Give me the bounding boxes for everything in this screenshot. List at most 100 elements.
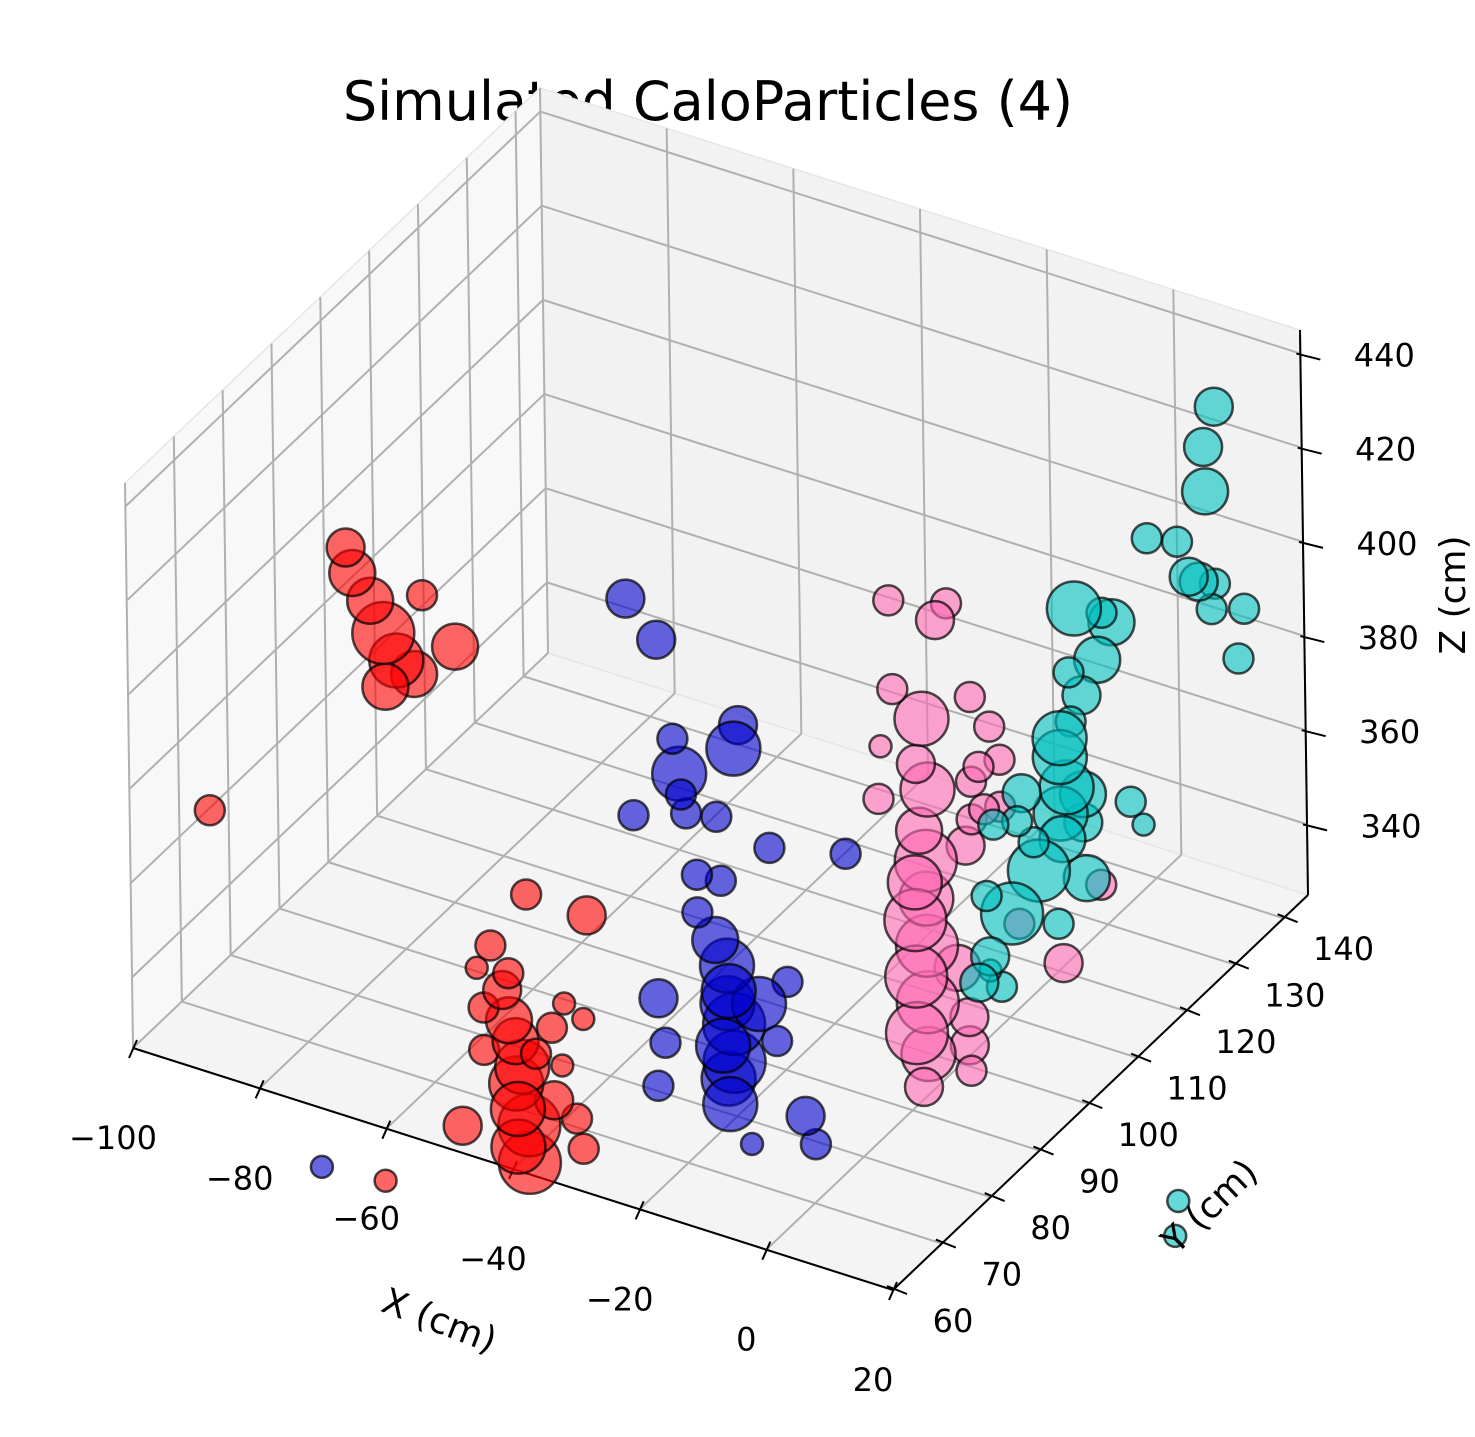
y-tick-label: 90 (1079, 1163, 1120, 1201)
x-tick-label: −40 (459, 1240, 527, 1278)
x-tick (381, 1120, 392, 1140)
y-tick (886, 1285, 908, 1295)
z-tick-label: 420 (1355, 431, 1416, 469)
x-tick (128, 1039, 138, 1059)
grid-line-x-floor (132, 652, 549, 1049)
grid-line-x-back (792, 168, 803, 734)
scatter-point (1162, 1223, 1188, 1249)
scatter-point (656, 722, 689, 755)
scatter-point (1043, 942, 1084, 984)
grid-line-y-side (124, 482, 134, 1049)
y-tick (1130, 1052, 1152, 1063)
y-axis-line (892, 894, 1309, 1291)
scatter-point (959, 962, 1000, 1003)
scatter-point (1180, 467, 1230, 516)
grid-line-y-side (270, 343, 281, 909)
scatter-point (566, 895, 607, 936)
chart-title: Simulated CaloParticles (4) (343, 70, 1073, 133)
grid-line-x-back (665, 128, 676, 694)
z-tick (1297, 446, 1322, 455)
scatter-point (605, 578, 646, 619)
scatter-point (635, 619, 677, 660)
grid-line-y-side (465, 157, 476, 723)
scatter-point (492, 956, 525, 990)
grid-line-y-side (368, 250, 379, 816)
y-tick (1277, 913, 1298, 924)
scatter-point (1193, 386, 1235, 427)
scatter-point (868, 734, 893, 759)
scatter-point (700, 800, 733, 834)
scatter-point (977, 808, 1010, 841)
scatter-point (681, 896, 714, 929)
x-tick (254, 1079, 265, 1099)
x-tick-label: −60 (333, 1200, 401, 1238)
scatter-point (955, 1054, 988, 1088)
y-tick (984, 1192, 1006, 1202)
scatter-point (895, 743, 937, 785)
grid-line-z-back (542, 298, 1304, 543)
x-tick-label: 20 (853, 1361, 894, 1399)
x-axis-label: X (cm) (376, 1281, 502, 1362)
scatter-point (1166, 1188, 1191, 1214)
scatter-point (567, 1132, 600, 1166)
scatter-point (970, 879, 1003, 913)
scatter-point (325, 527, 366, 568)
grid-line-y-floor (376, 814, 1138, 1059)
x-tick-label: −100 (69, 1119, 157, 1157)
scatter-point (883, 944, 949, 1009)
scatter-point (509, 878, 543, 911)
grid-line-x-floor (258, 692, 676, 1090)
scatter-point (785, 1095, 826, 1137)
scatter-point (1130, 522, 1164, 555)
grid-line-y-side (221, 390, 232, 956)
scatter-point (309, 1154, 335, 1180)
scatter-point (1042, 907, 1075, 941)
scatter-point (664, 778, 698, 811)
scatter-point (760, 1024, 794, 1058)
z-tick-label: 360 (1359, 713, 1420, 751)
scatter-point (464, 955, 489, 981)
y-tick (1081, 1099, 1103, 1110)
y-tick-label: 140 (1313, 930, 1374, 968)
scatter-point (405, 578, 439, 612)
y-tick-label: 120 (1215, 1023, 1276, 1061)
z-axis-line (1299, 329, 1309, 896)
scatter-point (893, 690, 950, 748)
y-tick (1033, 1145, 1054, 1156)
scatter-point (705, 720, 762, 777)
scatter-point (872, 584, 905, 617)
scatter-points (193, 386, 1261, 1249)
scatter-point (1168, 556, 1209, 597)
y-tick-label: 60 (933, 1302, 974, 1340)
scatter-point (1052, 656, 1085, 689)
z-tick (1296, 352, 1321, 361)
y-tick-label: 80 (1030, 1209, 1071, 1247)
scatter-point (642, 1069, 675, 1103)
scatter-point (1160, 525, 1194, 558)
scatter-point (1062, 853, 1112, 903)
scatter-point (694, 1017, 752, 1074)
scatter-point (474, 929, 507, 962)
scatter-point (700, 962, 757, 1020)
scatter-point (972, 710, 1006, 743)
scatter-point (702, 1075, 759, 1133)
scatter-point (739, 1131, 765, 1157)
y-tick-label: 70 (981, 1256, 1022, 1294)
scatter-point (1131, 812, 1156, 837)
y-tick-label: 130 (1264, 977, 1325, 1015)
x-tick-label: 0 (736, 1321, 756, 1359)
x-tick (634, 1200, 645, 1220)
scatter-point (953, 680, 987, 714)
scatter-point (903, 1066, 945, 1108)
scatter-point (914, 599, 956, 641)
scatter-point (550, 1053, 575, 1078)
scatter-point (430, 622, 480, 671)
grid-line-z-side (125, 204, 543, 602)
scatter-point (962, 750, 995, 784)
scatter-point (535, 1011, 569, 1044)
grid-line-z-back (544, 393, 1305, 637)
grid-line-y-side (319, 297, 330, 863)
scatter-point (519, 1037, 553, 1071)
scatter-point (571, 1006, 596, 1032)
